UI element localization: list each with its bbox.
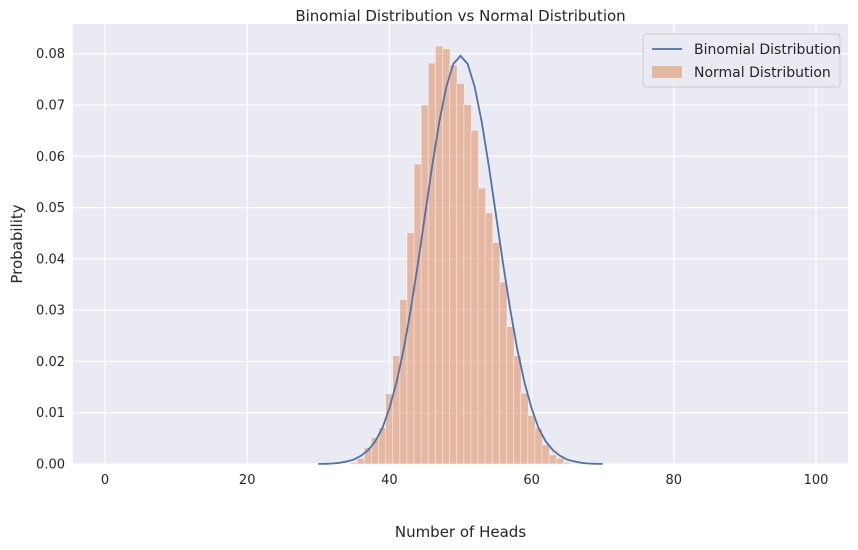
y-tick-label: 0.00 bbox=[36, 458, 65, 473]
histogram-bar bbox=[406, 232, 415, 465]
histogram-bar bbox=[555, 457, 565, 465]
histogram-bar bbox=[356, 457, 366, 465]
y-tick-label: 0.01 bbox=[36, 406, 65, 421]
legend-bar-swatch bbox=[652, 66, 682, 78]
histogram-bar bbox=[470, 129, 479, 465]
histogram-bar bbox=[427, 62, 437, 465]
chart-title: Binomial Distribution vs Normal Distribu… bbox=[295, 7, 625, 25]
x-tick-label: 60 bbox=[523, 473, 540, 488]
histogram-bar bbox=[506, 326, 515, 465]
x-tick-label: 40 bbox=[381, 473, 398, 488]
y-tick-label: 0.03 bbox=[36, 304, 65, 319]
y-tick-labels: 0.00 0.01 0.02 0.03 0.04 0.05 0.06 0.07 0.08 bbox=[36, 47, 65, 472]
legend-box bbox=[642, 33, 841, 88]
histogram-bar bbox=[520, 392, 529, 465]
histogram-bar bbox=[477, 187, 487, 465]
legend-label-normal: Normal Distribution bbox=[694, 65, 831, 81]
legend-label-binomial: Binomial Distribution bbox=[694, 42, 841, 58]
histogram-bar bbox=[420, 104, 430, 465]
y-tick-label: 0.05 bbox=[36, 201, 65, 216]
histogram-bars bbox=[349, 45, 572, 465]
y-tick-label: 0.04 bbox=[36, 252, 65, 267]
histogram-bar bbox=[527, 414, 536, 465]
histogram-bar bbox=[385, 393, 394, 465]
histogram-bar bbox=[484, 212, 494, 465]
histogram-bar bbox=[463, 104, 472, 465]
legend: Binomial Distribution Normal Distributio… bbox=[642, 33, 841, 88]
x-tick-label: 20 bbox=[239, 473, 256, 488]
x-tick-label: 80 bbox=[666, 473, 683, 488]
x-tick-label: 0 bbox=[101, 473, 109, 488]
y-tick-label: 0.06 bbox=[36, 150, 65, 165]
histogram-bar bbox=[491, 242, 501, 465]
histogram-bar bbox=[456, 83, 465, 465]
histogram-bar bbox=[349, 462, 359, 465]
y-tick-label: 0.08 bbox=[36, 47, 65, 62]
x-tick-labels: 0 20 40 60 80 100 bbox=[101, 473, 829, 488]
histogram-bar bbox=[413, 163, 423, 465]
y-tick-label: 0.07 bbox=[36, 99, 65, 114]
histogram-bar bbox=[562, 462, 572, 465]
histogram-bar bbox=[449, 64, 458, 465]
x-axis-label: Number of Heads bbox=[395, 523, 526, 541]
binomial-line bbox=[318, 54, 603, 465]
histogram-bar bbox=[541, 444, 551, 465]
histogram-bar bbox=[498, 281, 508, 465]
y-tick-label: 0.02 bbox=[36, 355, 65, 370]
histogram-bar bbox=[548, 454, 558, 465]
histogram-bar bbox=[442, 48, 451, 465]
histogram-bar bbox=[513, 355, 522, 465]
y-axis-label: Probability bbox=[8, 204, 26, 283]
x-tick-label: 100 bbox=[804, 473, 829, 488]
histogram-bar bbox=[399, 298, 408, 465]
